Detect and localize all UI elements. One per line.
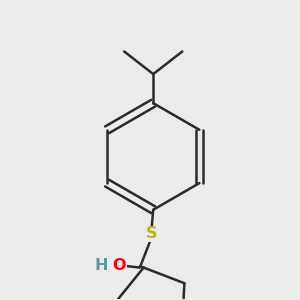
Text: S: S [146,226,158,242]
Text: H: H [95,259,108,274]
Text: O: O [112,259,126,274]
